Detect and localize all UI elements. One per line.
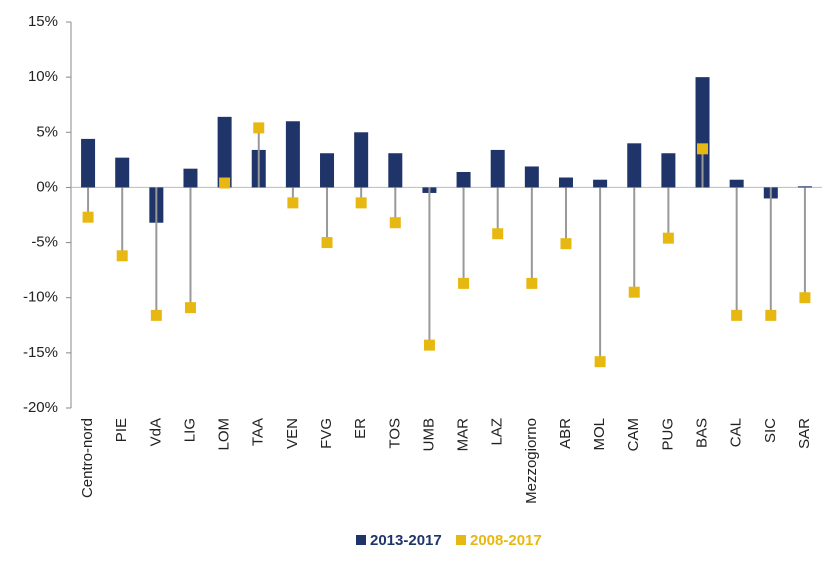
- bar: [388, 153, 403, 188]
- x-tick-label: CAL: [728, 418, 745, 447]
- legend-label: 2008-2017: [470, 532, 542, 549]
- marker: [389, 217, 401, 229]
- x-tick-label: BAS: [693, 418, 710, 448]
- marker: [492, 228, 504, 240]
- y-tick-label: -5%: [31, 234, 58, 251]
- bar: [661, 153, 676, 188]
- bar: [729, 179, 744, 188]
- marker: [526, 277, 538, 289]
- bar: [593, 179, 608, 188]
- x-tick-label: VdA: [147, 418, 164, 446]
- bar: [627, 143, 642, 188]
- marker: [662, 232, 674, 244]
- x-tick-label: ABR: [557, 418, 574, 449]
- marker: [799, 292, 811, 304]
- bar: [217, 116, 232, 188]
- x-tick-label: MOL: [591, 418, 608, 451]
- marker: [219, 177, 231, 189]
- marker: [321, 237, 333, 249]
- x-tick-label: Mezzogiorno: [523, 418, 540, 504]
- bar: [456, 171, 471, 188]
- bar: [115, 157, 130, 188]
- marker: [560, 238, 572, 250]
- marker: [287, 197, 299, 209]
- marker: [594, 356, 606, 368]
- bar: [81, 138, 96, 188]
- x-tick-label: ER: [352, 418, 369, 439]
- y-tick-label: -10%: [23, 289, 58, 306]
- bar: [558, 177, 573, 188]
- x-tick-label: CAM: [625, 418, 642, 451]
- marker: [184, 302, 196, 314]
- marker: [253, 122, 265, 134]
- x-tick-label: SIC: [762, 418, 779, 443]
- bar: [183, 168, 198, 188]
- bar: [320, 153, 335, 188]
- marker: [355, 197, 367, 209]
- x-tick-label: VEN: [284, 418, 301, 449]
- y-tick-label: -15%: [23, 344, 58, 361]
- marker: [150, 309, 162, 321]
- legend-swatch: [356, 535, 366, 545]
- x-tick-label: MAR: [455, 418, 472, 452]
- y-tick-label: -20%: [23, 399, 58, 416]
- legend-label: 2013-2017: [370, 532, 442, 549]
- x-tick-label: LAZ: [489, 418, 506, 446]
- x-tick-label: LIG: [181, 418, 198, 442]
- x-tick-label: SAR: [796, 418, 813, 449]
- y-tick-label: 0%: [36, 178, 58, 195]
- x-tick-label: TOS: [386, 418, 403, 449]
- x-tick-label: UMB: [420, 418, 437, 451]
- marker: [697, 143, 709, 155]
- marker: [731, 309, 743, 321]
- bar: [490, 149, 505, 188]
- x-tick-label: PIE: [113, 418, 130, 442]
- marker: [628, 286, 640, 298]
- y-tick-label: 15%: [28, 13, 58, 30]
- x-tick-label: FVG: [318, 418, 335, 449]
- bar: [524, 166, 539, 188]
- legend-swatch: [456, 535, 466, 545]
- x-tick-label: Centro-nord: [79, 418, 96, 498]
- x-tick-label: TAA: [250, 418, 267, 446]
- marker: [423, 339, 435, 351]
- bar: [797, 186, 812, 188]
- y-tick-label: 10%: [28, 68, 58, 85]
- marker: [116, 250, 128, 262]
- marker: [765, 309, 777, 321]
- x-tick-label: PUG: [659, 418, 676, 451]
- bar: [695, 77, 710, 188]
- bar: [285, 121, 300, 188]
- x-tick-label: LOM: [216, 418, 233, 451]
- bar: [354, 132, 369, 188]
- marker: [458, 277, 470, 289]
- y-tick-label: 5%: [36, 123, 58, 140]
- marker: [82, 211, 94, 223]
